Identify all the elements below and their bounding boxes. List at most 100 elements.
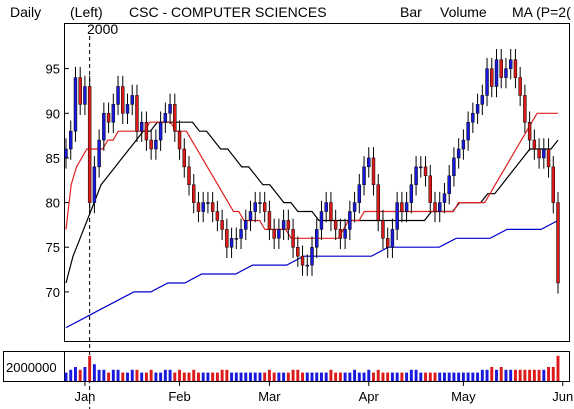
candle-body — [466, 121, 470, 141]
candle-body — [97, 139, 101, 168]
candle-body — [494, 59, 499, 87]
candle-body — [395, 202, 399, 230]
volume-bar — [480, 369, 484, 381]
candle-body — [329, 202, 333, 221]
candle-body — [239, 229, 243, 239]
volume-bar — [490, 367, 494, 381]
volume-bar — [532, 369, 536, 381]
volume-bar — [452, 372, 456, 381]
volume-bar — [244, 372, 248, 381]
candle-body — [187, 166, 191, 185]
volume-bar — [178, 369, 182, 381]
volume-bar — [338, 372, 342, 381]
volume-bar — [357, 372, 361, 381]
candle-body — [475, 104, 480, 114]
volume-bar — [163, 369, 167, 381]
chart-title: CSC - COMPUTER SCIENCES — [129, 4, 327, 20]
candle-body — [367, 157, 371, 168]
volume-bar — [495, 369, 498, 381]
volume-bar — [192, 369, 196, 381]
volume-bar — [154, 372, 158, 381]
candle-body — [390, 229, 395, 248]
candle-body — [229, 238, 234, 248]
volume-bar — [310, 372, 314, 381]
candle-body — [556, 202, 560, 284]
candle-body — [438, 202, 442, 212]
bar-type-label: Bar — [400, 4, 422, 20]
volume-bar — [277, 372, 281, 381]
volume-bar — [296, 369, 300, 381]
volume-bar — [461, 372, 465, 381]
candle-body — [423, 166, 428, 177]
volume-bar — [234, 372, 238, 381]
candle-body — [518, 77, 522, 96]
volume-bar — [263, 372, 267, 381]
volume-bar — [324, 372, 328, 381]
volume-bar — [362, 372, 366, 381]
candle-body — [447, 175, 451, 194]
volume-bar — [547, 367, 551, 381]
candle-body — [409, 184, 414, 203]
candle-body — [546, 148, 551, 168]
volume-bar — [466, 372, 470, 381]
candle-body — [319, 211, 324, 230]
candle-body — [371, 157, 376, 185]
volume-bar — [405, 372, 409, 381]
candle-body — [253, 202, 257, 212]
candle-body — [192, 184, 196, 203]
candle-body — [551, 166, 555, 203]
volume-bar — [83, 367, 87, 381]
volume-bar — [97, 369, 101, 381]
volume-bar — [438, 372, 442, 381]
volume-bar — [424, 372, 428, 381]
y-tick-label: 70 — [46, 285, 60, 300]
candle-body — [508, 59, 513, 69]
candle-body — [419, 166, 423, 169]
volume-bar — [206, 372, 210, 381]
volume-bar — [196, 372, 200, 381]
volume-bar — [215, 372, 219, 381]
volume-bar — [135, 369, 139, 381]
candle-body — [210, 202, 215, 212]
candle-body — [461, 139, 466, 150]
volume-bar — [537, 369, 541, 381]
volume-bar — [140, 372, 144, 381]
candle-body — [310, 246, 314, 266]
candle-body — [168, 104, 172, 114]
volume-bar — [523, 369, 527, 381]
volume-bar — [395, 372, 399, 381]
volume-bar — [301, 372, 305, 381]
candle-body — [78, 77, 82, 105]
candle-body — [182, 148, 186, 168]
candle-body — [480, 95, 485, 105]
candle-body — [262, 202, 267, 212]
volume-bar — [159, 372, 163, 381]
candle-body — [220, 220, 224, 230]
volume-bar — [211, 372, 215, 381]
y-tick-label: 90 — [46, 106, 60, 121]
candle-body — [125, 104, 130, 114]
candle-body — [428, 175, 432, 203]
ma-label: MA (P=2( — [512, 4, 571, 20]
volume-left-frame — [3, 351, 65, 382]
candle-body — [149, 139, 153, 150]
volume-bar — [144, 372, 148, 381]
volume-bar — [556, 355, 560, 381]
x-tick-label: May — [451, 389, 476, 404]
volume-bar — [201, 372, 205, 381]
volume-bar — [457, 372, 461, 381]
year-marker: 2000 — [87, 21, 118, 37]
volume-bar — [528, 369, 532, 381]
volume-bar — [442, 372, 446, 381]
candle-body — [69, 130, 73, 150]
x-tick-label: Apr — [359, 389, 380, 404]
candle-body — [135, 95, 139, 132]
candle-body — [333, 220, 338, 230]
candle-body — [87, 86, 92, 203]
candle-body — [286, 220, 291, 230]
candle-body — [348, 211, 352, 230]
candle-body — [215, 211, 220, 221]
volume-bar — [69, 369, 73, 381]
volume-bar — [518, 369, 522, 381]
volume-bar — [551, 367, 555, 381]
